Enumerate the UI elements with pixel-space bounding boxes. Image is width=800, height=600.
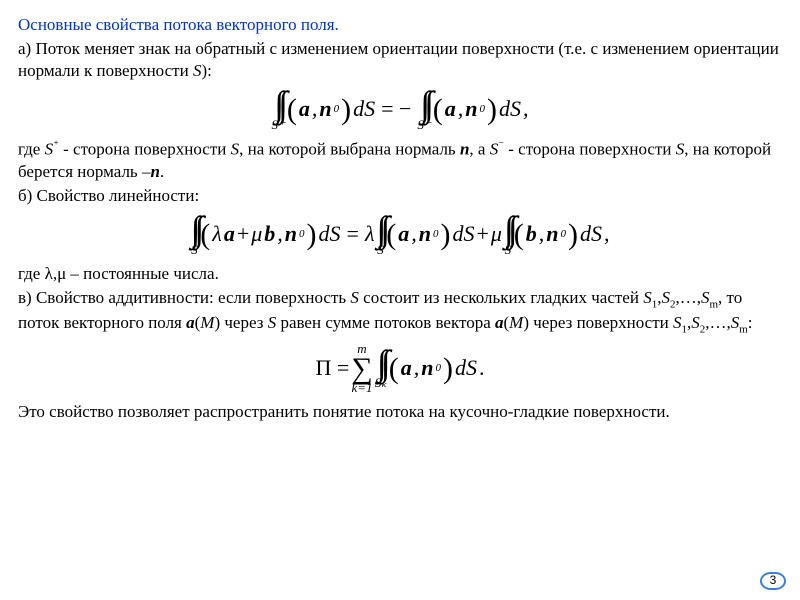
double-integral-2: ∫∫ S (377, 213, 385, 255)
formula-linearity: ∫∫ S (λa + μb,n0)dS = λ ∫∫ S (a,n0)dS + … (18, 213, 782, 255)
paragraph-c: в) Свойство аддитивности: если поверхнос… (18, 287, 782, 336)
double-integral-1: ∫∫ S (191, 213, 199, 255)
paragraph-d: Это свойство позволяет распространить по… (18, 401, 782, 423)
paragraph-a: а) Поток меняет знак на обратный с измен… (18, 38, 782, 82)
section-title: Основные свойства потока векторного поля… (18, 14, 782, 36)
paragraph-b: б) Свойство линейности: (18, 185, 782, 207)
double-integral-sum: ∫∫ Sₖ (375, 347, 387, 389)
text: а) Поток меняет знак на обратный с измен… (18, 39, 779, 80)
double-integral-3: ∫∫ S (504, 213, 512, 255)
paragraph-a-explain: где S⁺ - сторона поверхности S, на котор… (18, 138, 782, 183)
paragraph-b-explain: где λ,μ – постоянные числа. (18, 263, 782, 285)
formula-additivity: П = m ∑ k=1 ∫∫ Sₖ (a,n0)dS. (18, 343, 782, 393)
double-integral-rhs: ∫∫ S⁻ (417, 88, 430, 130)
formula-orientation: ∫∫ S⁺ (a,n0)dS = − ∫∫ S⁻ (a,n0)dS, (18, 88, 782, 130)
page-number-badge: 3 (760, 572, 786, 590)
summation: m ∑ k=1 (351, 343, 372, 393)
text: ): (201, 61, 211, 80)
double-integral-lhs: ∫∫ S⁺ (271, 88, 284, 130)
